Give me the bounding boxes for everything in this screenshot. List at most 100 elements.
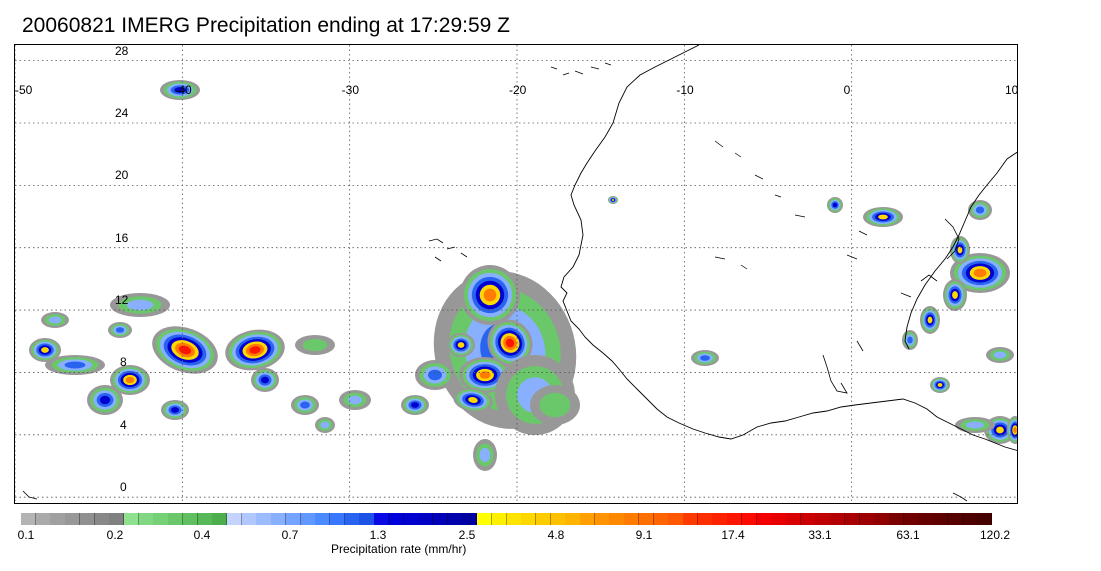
colorbar-swatch bbox=[403, 513, 419, 525]
longitude-label: 0 bbox=[843, 83, 851, 97]
colorbar-label: 17.4 bbox=[721, 528, 745, 542]
precip-cell-54 bbox=[539, 392, 571, 418]
longitude-label: 10 bbox=[1005, 83, 1018, 97]
colorbar-swatch bbox=[329, 513, 346, 525]
colorbar-swatch bbox=[580, 513, 596, 525]
colorbar-label: 0.4 bbox=[193, 528, 211, 542]
latitude-label: 4 bbox=[120, 417, 127, 432]
colorbar-label: 0.7 bbox=[281, 528, 299, 542]
latitude-label: 16 bbox=[115, 230, 129, 245]
precip-cell-184 bbox=[966, 421, 984, 429]
precip-cell-83 bbox=[41, 347, 49, 353]
colorbar-swatch bbox=[300, 513, 316, 525]
colorbar-swatch bbox=[800, 513, 816, 525]
latitude-label: 20 bbox=[115, 168, 129, 183]
colorbar-swatch bbox=[844, 513, 861, 525]
precip-cell-70 bbox=[249, 346, 261, 354]
precip-cell-87 bbox=[64, 361, 86, 369]
precip-cell-104 bbox=[171, 407, 179, 413]
map-canvas bbox=[15, 45, 1017, 503]
niger-inland bbox=[714, 140, 868, 270]
colorbar-swatch bbox=[859, 513, 875, 525]
colorbar-swatch bbox=[550, 513, 566, 525]
precip-cell-18 bbox=[505, 338, 515, 348]
colorbar-swatch bbox=[947, 513, 964, 525]
longitude-label: -30 bbox=[341, 83, 359, 97]
canary-islands bbox=[550, 62, 612, 76]
colorbar-swatch bbox=[624, 513, 640, 525]
lake-volta bbox=[822, 340, 864, 394]
colorbar-swatch bbox=[447, 513, 463, 525]
longitude-label: -50 bbox=[15, 83, 33, 97]
colorbar-swatch bbox=[830, 513, 846, 525]
precip-cell-148 bbox=[952, 291, 958, 299]
precip-cell-121 bbox=[320, 421, 330, 429]
colorbar-swatch bbox=[182, 513, 199, 525]
colorbar-swatch bbox=[50, 513, 66, 525]
precip-cell-124 bbox=[48, 316, 62, 324]
colorbar-label: 4.8 bbox=[547, 528, 565, 542]
precip-cell-191 bbox=[993, 351, 1007, 359]
longitude-label: -20 bbox=[509, 83, 527, 97]
colorbar-swatch bbox=[609, 513, 625, 525]
colorbar-swatch bbox=[388, 513, 404, 525]
colorbar-label: 1.3 bbox=[369, 528, 387, 542]
precip-cell-154 bbox=[927, 316, 933, 324]
colorbar-swatch bbox=[918, 513, 934, 525]
colorbar-swatch bbox=[786, 513, 802, 525]
colorbar-swatch bbox=[683, 513, 699, 525]
colorbar-swatch bbox=[594, 513, 610, 525]
colorbar-swatch bbox=[741, 513, 758, 525]
colorbar-label: 63.1 bbox=[896, 528, 920, 542]
colorbar-swatch bbox=[815, 513, 831, 525]
colorbar-swatch bbox=[535, 513, 552, 525]
colorbar-label: 2.5 bbox=[458, 528, 476, 542]
colorbar-swatch bbox=[697, 513, 713, 525]
colorbar-swatch bbox=[79, 513, 96, 525]
colorbar-swatch bbox=[565, 513, 581, 525]
precip-cell-115 bbox=[300, 401, 310, 409]
precipitation-layer bbox=[29, 80, 1017, 471]
colorbar-swatch bbox=[977, 513, 993, 525]
colorbar-swatch bbox=[477, 513, 493, 525]
colorbar-swatch bbox=[962, 513, 978, 525]
precip-cell-118 bbox=[347, 395, 363, 405]
precip-cell-52 bbox=[479, 447, 491, 463]
latitude-label: 12 bbox=[115, 293, 129, 308]
colorbar-swatch bbox=[344, 513, 360, 525]
precip-cell-181 bbox=[996, 426, 1004, 434]
longitude-label: -40 bbox=[174, 83, 192, 97]
colorbar-swatch bbox=[35, 513, 51, 525]
precip-cell-77 bbox=[125, 376, 135, 384]
colorbar-swatch bbox=[418, 513, 434, 525]
precip-cell-99 bbox=[115, 327, 125, 333]
colorbar-swatch bbox=[315, 513, 331, 525]
precip-cell-142 bbox=[957, 246, 963, 254]
precip-cell-188 bbox=[700, 355, 710, 361]
colorbar-title: Precipitation rate (mm/hr) bbox=[331, 542, 467, 556]
precip-cell-201 bbox=[611, 199, 615, 201]
longitude-label: -10 bbox=[676, 83, 694, 97]
map-title: 20060821 IMERG Precipitation ending at 1… bbox=[22, 14, 510, 37]
colorbar-swatch bbox=[727, 513, 743, 525]
colorbar-label: 0.1 bbox=[17, 528, 35, 542]
precip-cell-175 bbox=[937, 383, 943, 387]
colorbar-swatch bbox=[168, 513, 184, 525]
colorbar-swatch bbox=[638, 513, 655, 525]
colorbar-swatch bbox=[153, 513, 169, 525]
colorbar-swatch bbox=[285, 513, 302, 525]
colorbar-label: 120.2 bbox=[979, 528, 1011, 542]
colorbar-swatch bbox=[521, 513, 537, 525]
colorbar-swatch bbox=[359, 513, 375, 525]
latitude-label: 28 bbox=[115, 44, 129, 58]
precip-cell-31 bbox=[468, 397, 478, 403]
colorbar-swatch bbox=[123, 513, 140, 525]
colorbar-label: 0.2 bbox=[106, 528, 124, 542]
gulf-island bbox=[22, 490, 968, 502]
colorbar-swatch bbox=[271, 513, 287, 525]
precip-cell-49 bbox=[411, 402, 419, 408]
precip-cell-25 bbox=[479, 371, 491, 379]
graticule bbox=[15, 45, 1017, 503]
colorbar-swatch bbox=[712, 513, 728, 525]
colorbar-swatch bbox=[226, 513, 243, 525]
